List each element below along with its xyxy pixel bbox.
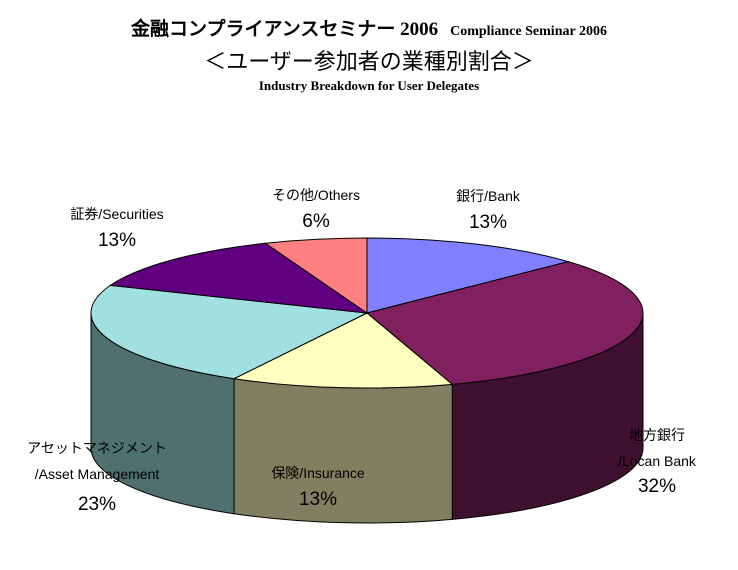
slice-value-label-5: 6% — [302, 211, 330, 232]
chart-title-jp: 金融コンプライアンスセミナー 2006 — [131, 19, 439, 40]
pie-slices — [90, 237, 644, 389]
slice-label-line2-1: /Locan Bank — [618, 453, 697, 469]
slice-value-label-0: 13% — [469, 212, 507, 233]
pie-slice-1 — [365, 261, 644, 385]
pie-sides — [90, 312, 644, 524]
pie-slice-side-2 — [233, 378, 453, 524]
pie-slice-0 — [366, 237, 571, 314]
slice-value-label-1: 32% — [638, 476, 676, 497]
chart-title: 金融コンプライアンスセミナー 2006 Compliance Seminar 20… — [0, 14, 738, 41]
pie-slice-5 — [264, 237, 368, 314]
slice-label-0: 銀行/Bank — [456, 188, 521, 204]
slice-value-label-2: 13% — [299, 489, 337, 510]
slice-label-5: その他/Others — [272, 187, 360, 203]
slice-value-label-4: 13% — [98, 230, 136, 251]
pie-labels: 銀行/Bank 13% 地方銀行/Locan Bank 32% 保険/Insurance… — [27, 187, 697, 515]
pie-slice-2 — [232, 312, 454, 389]
slice-label-1: 地方銀行 — [629, 427, 685, 443]
chart-title-en: Compliance Seminar 2006 — [450, 24, 607, 39]
pie-slice-4 — [108, 242, 368, 314]
slice-label-3: アセットマネジメント — [27, 440, 167, 456]
slice-label-line2-3: /Asset Management — [35, 466, 160, 482]
pie-slice-3 — [90, 284, 369, 380]
chart-subtitle: ＜ユーザー参加者の業種別割合＞ — [204, 50, 534, 75]
slice-label-4: 証券/Securities — [70, 206, 163, 222]
slice-label-2: 保険/Insurance — [271, 465, 365, 481]
slice-value-label-3: 23% — [78, 494, 116, 515]
chart-subtitle-en: Industry Breakdown for User Delegates — [258, 78, 480, 93]
